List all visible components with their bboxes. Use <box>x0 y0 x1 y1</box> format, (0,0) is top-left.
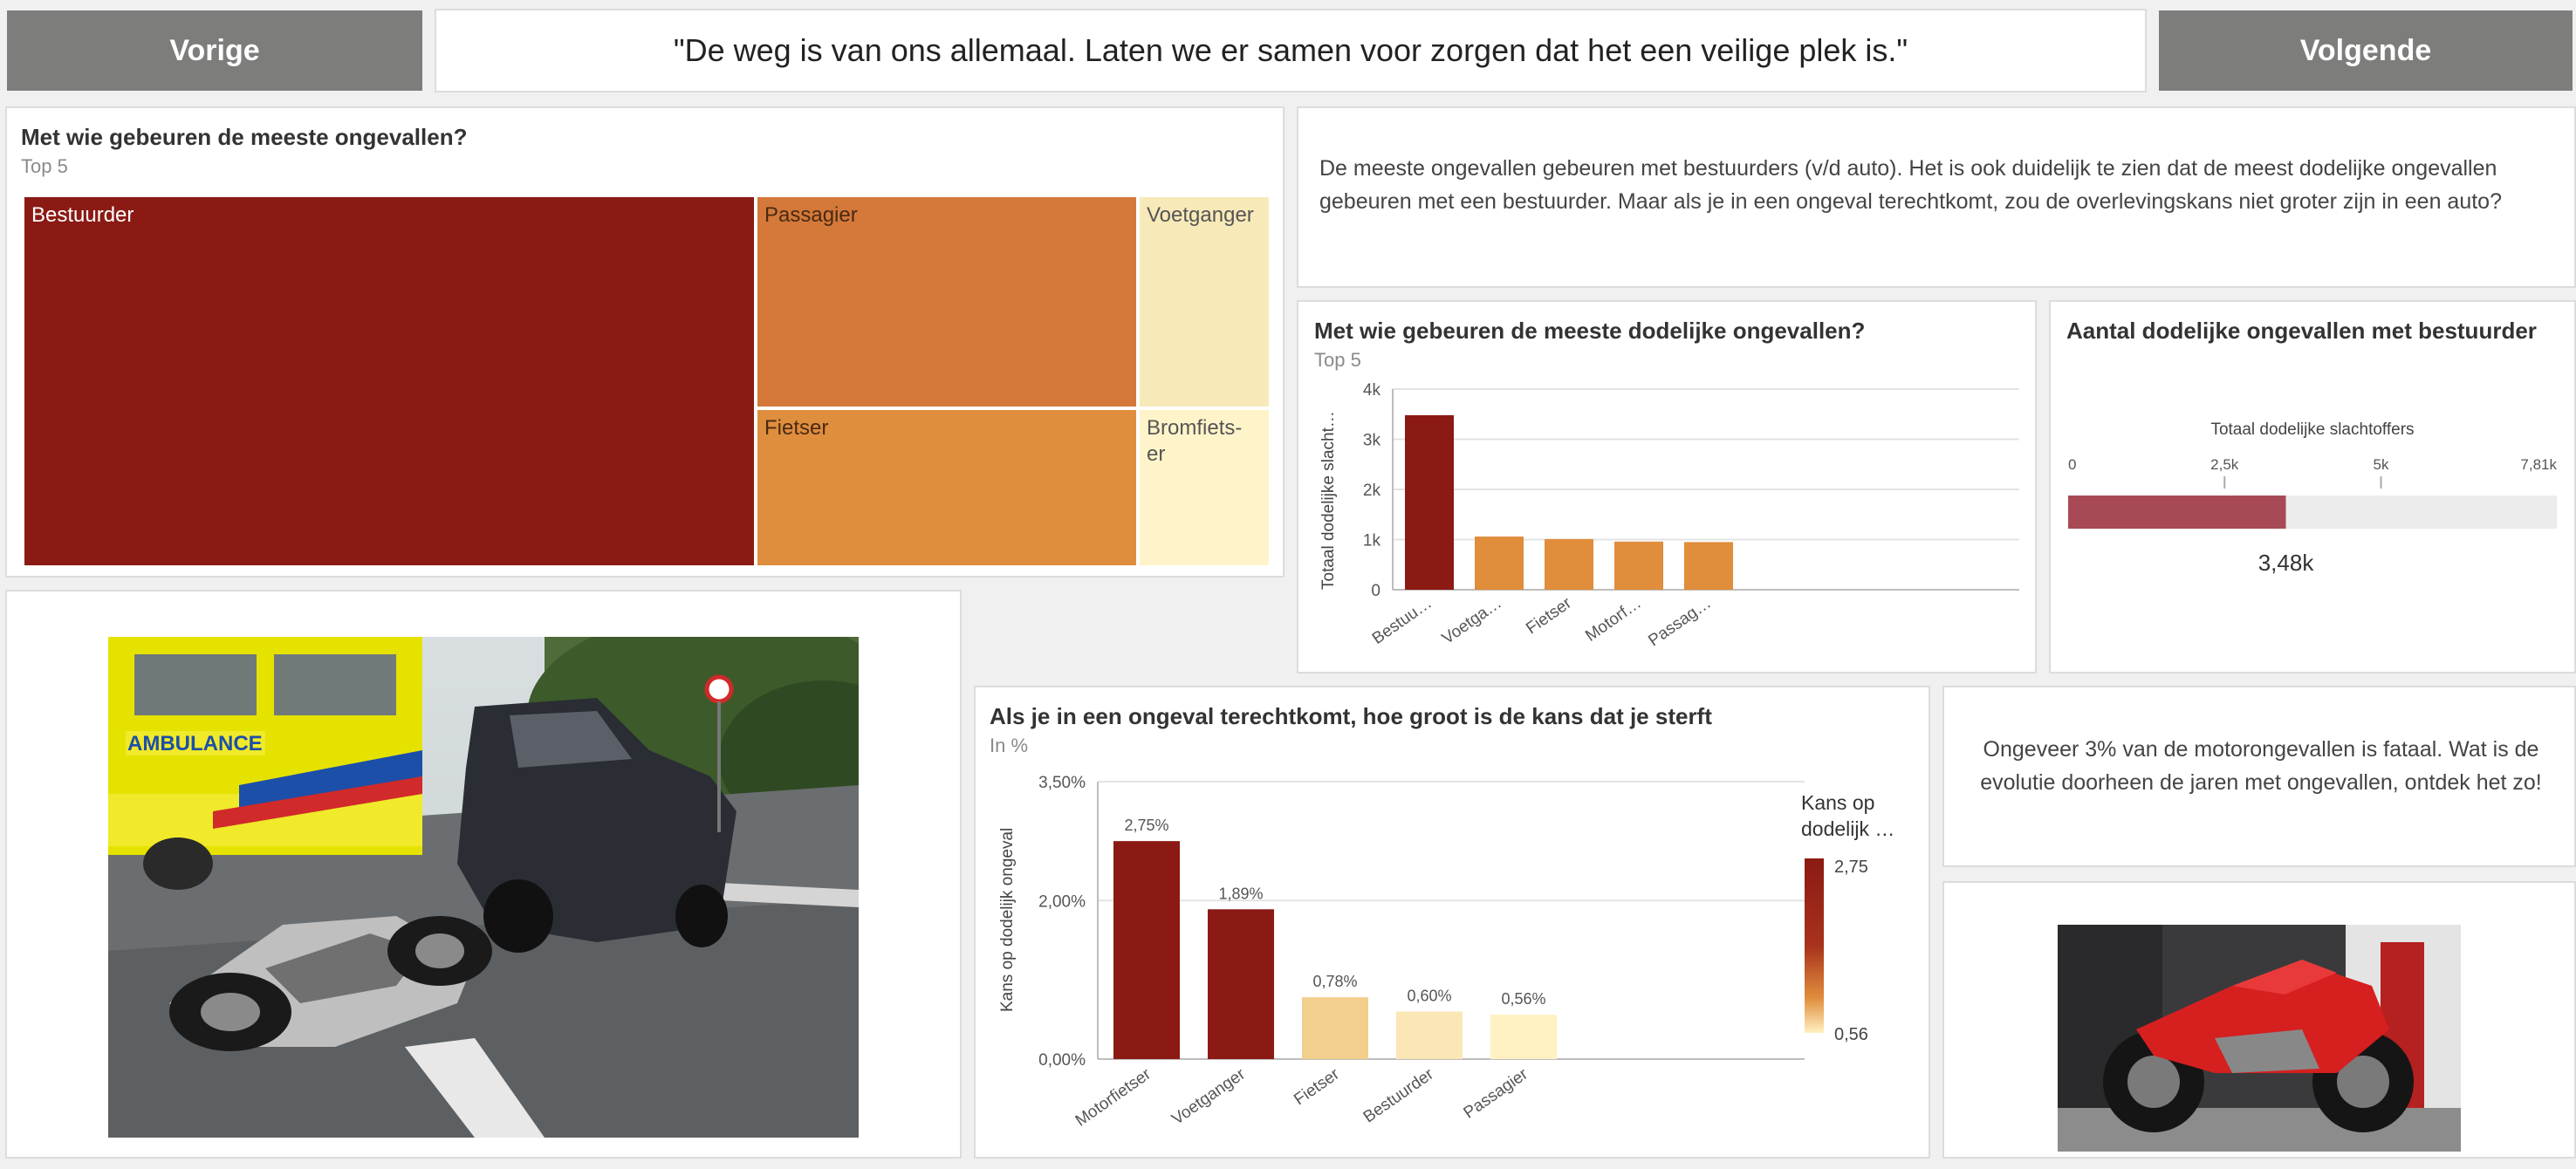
chart2-title: Als je in een ongeval terechtkomt, hoe g… <box>990 703 1712 729</box>
x-tick-label: Voetga… <box>1439 594 1505 648</box>
y-tick-label: 3k <box>1363 432 1381 450</box>
x-tick-label: Fietser <box>1523 594 1575 639</box>
treemap-panel: Met wie gebeuren de meeste ongevallen? T… <box>5 106 1285 578</box>
chart1-title: Met wie gebeuren de meeste dodelijke ong… <box>1314 318 1866 344</box>
y-tick-label: 2k <box>1363 482 1381 500</box>
gauge-tick-label: 0 <box>2068 456 2076 473</box>
legend-color-scale <box>1805 858 1824 1033</box>
previous-button[interactable]: Vorige <box>7 10 422 91</box>
deadly-accidents-bar-chart: 0 1k 2k 3k 4k Totaal dodelijke slacht… Bestuu…… <box>1319 381 2019 650</box>
info-text-panel-bottom: Ongeveer 3% van de motorongevallen is fa… <box>1942 686 2576 867</box>
x-tick-label: Bestuurder <box>1360 1065 1438 1127</box>
death-probability-chart-panel: Als je in een ongeval terechtkomt, hoe g… <box>974 686 1930 1159</box>
y-axis-label: Totaal dodelijke slacht… <box>1319 411 1338 590</box>
y-axis-label: Kans op dodelijk ongeval <box>998 828 1017 1012</box>
info-text-panel-top: De meeste ongevallen gebeuren met bestuu… <box>1297 106 2576 288</box>
bar-4[interactable] <box>1396 1011 1463 1059</box>
y-tick-label: 2,00% <box>1038 892 1086 911</box>
motorbike-photo <box>2058 925 2461 1152</box>
bar-3[interactable] <box>1302 997 1368 1059</box>
y-tick-label: 0 <box>1371 582 1380 600</box>
y-tick-label: 1k <box>1363 532 1381 550</box>
data-label: 0,56% <box>1501 990 1545 1008</box>
treemap-tile-label: Bromfiets- er <box>1147 416 1243 466</box>
x-tick-label: Passag… <box>1645 594 1715 650</box>
treemap-tile-bromfietser[interactable]: Bromfiets- er <box>1138 408 1271 567</box>
x-tick-label: Bestuu… <box>1369 594 1435 648</box>
treemap-tile-label: Fietser <box>764 416 829 440</box>
treemap-title: Met wie gebeuren de meeste ongevallen? <box>21 124 468 150</box>
treemap-tile-label: Bestuurder <box>31 203 134 227</box>
quote-banner: "De weg is van ons allemaal. Laten we er… <box>435 9 2147 92</box>
bar-2[interactable] <box>1208 909 1274 1059</box>
legend-title: dodelijk … <box>1801 817 1894 840</box>
treemap: Bestuurder Passagier Fietser Voetganger … <box>23 195 1271 567</box>
bar-5[interactable] <box>1490 1015 1557 1059</box>
death-probability-bar-chart: 0,00% 2,00% 3,50% Kans op dodelijk ongeval 2… <box>998 774 1894 1131</box>
gauge-value-label: 3,48k <box>2258 550 2315 576</box>
data-label: 1,89% <box>1218 885 1263 902</box>
gauge-tick-label: 5k <box>2374 456 2389 473</box>
svg-text:AMBULANCE: AMBULANCE <box>127 732 263 755</box>
data-label: 2,75% <box>1124 817 1168 834</box>
gauge-label: Totaal dodelijke slachtoffers <box>2210 420 2414 439</box>
gauge-panel: Aantal dodelijke ongevallen met bestuurd… <box>2049 300 2576 673</box>
info-text-top: De meeste ongevallen gebeuren met bestuu… <box>1319 156 2502 214</box>
accident-photo-panel: AMBULANCE <box>5 590 962 1159</box>
info-text-bottom: Ongeveer 3% van de motorongevallen is fa… <box>1980 737 2542 795</box>
treemap-tile-bestuurder[interactable]: Bestuurder <box>23 195 756 567</box>
bar-2[interactable] <box>1475 537 1524 590</box>
chart2-subtitle: In % <box>990 735 1029 756</box>
bar-3[interactable] <box>1545 538 1593 590</box>
x-tick-label: Passagier <box>1461 1065 1532 1123</box>
legend-min-label: 0,56 <box>1834 1025 1868 1044</box>
y-tick-label: 3,50% <box>1038 774 1086 792</box>
bar-5[interactable] <box>1684 542 1733 590</box>
data-label: 0,60% <box>1407 987 1451 1004</box>
treemap-tile-label: Voetganger <box>1147 203 1254 227</box>
legend-max-label: 2,75 <box>1834 858 1868 877</box>
bar-4[interactable] <box>1614 541 1663 590</box>
x-tick-label: Voetganger <box>1168 1065 1249 1129</box>
x-tick-label: Fietser <box>1291 1065 1343 1110</box>
treemap-subtitle: Top 5 <box>21 155 68 177</box>
chart1-subtitle: Top 5 <box>1314 349 1361 371</box>
y-tick-label: 4k <box>1363 381 1381 400</box>
gauge-title: Aantal dodelijke ongevallen met bestuurd… <box>2066 318 2537 344</box>
accident-photo: AMBULANCE <box>108 637 859 1138</box>
y-tick-label: 0,00% <box>1038 1051 1086 1070</box>
gauge-fill <box>2068 496 2286 529</box>
deadly-accidents-chart-panel: Met wie gebeuren de meeste dodelijke ong… <box>1297 300 2037 673</box>
bar-1[interactable] <box>1113 841 1180 1059</box>
bar-1[interactable] <box>1405 414 1454 590</box>
gauge-tick-label: 2,5k <box>2210 456 2239 473</box>
motorbike-photo-panel <box>1942 881 2576 1159</box>
treemap-tile-fietser[interactable]: Fietser <box>756 408 1138 567</box>
treemap-tile-label: Passagier <box>764 203 858 227</box>
x-tick-label: Motorf… <box>1582 594 1645 646</box>
x-tick-label: Motorfietser <box>1072 1065 1155 1131</box>
treemap-tile-passagier[interactable]: Passagier <box>756 195 1138 408</box>
data-label: 0,78% <box>1312 973 1357 990</box>
gauge-bar: Totaal dodelijke slachtoffers 0 2,5k 5k 7,81… <box>2068 420 2557 576</box>
treemap-tile-voetganger[interactable]: Voetganger <box>1138 195 1271 408</box>
legend-title: Kans op <box>1801 791 1874 814</box>
gauge-tick-label: 7,81k <box>2520 456 2557 473</box>
next-button[interactable]: Volgende <box>2159 10 2573 91</box>
